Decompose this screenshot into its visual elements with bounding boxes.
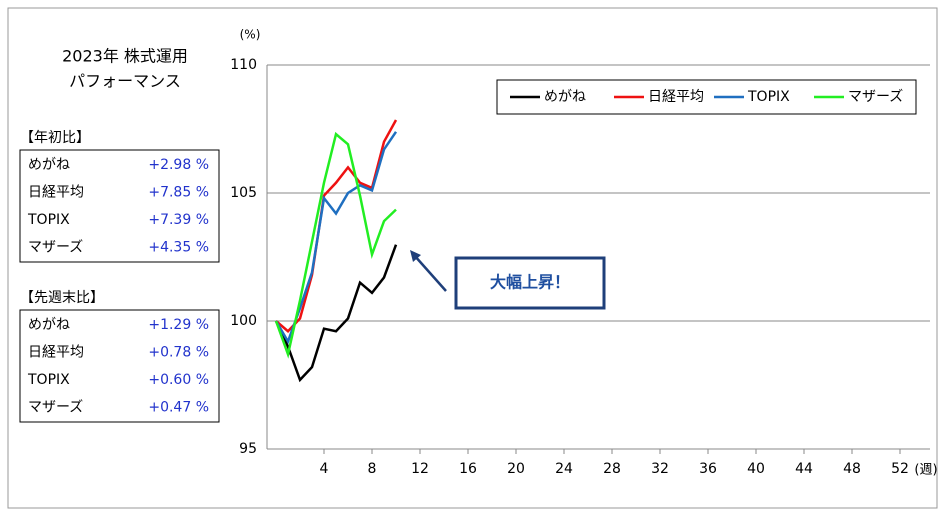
chart-title: 2023年 株式運用 [62,47,188,66]
table-value: +0.47 % [148,400,209,416]
y-tick-label: 110 [230,57,257,73]
x-tick-label: 4 [320,461,329,477]
table-box [19,149,220,263]
y-tick-label: 95 [239,441,257,457]
table-value: +0.60 % [148,372,209,388]
x-tick-label: 52 [891,461,909,477]
table-value: +7.85 % [148,185,209,201]
x-tick-label: 12 [411,461,429,477]
table-title: 【先週末比】 [20,290,104,306]
legend-label: めがね [544,89,586,105]
x-tick-label: 16 [459,461,477,477]
table-name: マザーズ [28,400,83,416]
legend-label: マザーズ [848,89,903,105]
x-tick-label: 44 [795,461,813,477]
x-axis-label: (週) [914,463,937,478]
y-tick-label: 105 [230,185,257,201]
table-name: めがね [28,317,70,333]
table-box [19,309,220,423]
y-axis-label: (%) [240,28,261,42]
x-tick-label: 36 [699,461,717,477]
x-tick-label: 48 [843,461,861,477]
table-name: 日経平均 [28,345,84,361]
arrow-head [410,250,421,262]
legend-label: TOPIX [747,89,790,105]
annotation-arrow [413,254,447,292]
series-line [274,244,398,383]
table-value: +7.39 % [148,212,209,228]
series-line [274,131,397,359]
x-tick-label: 32 [651,461,669,477]
x-tick-label: 40 [747,461,765,477]
x-tick-label: 24 [555,461,573,477]
x-tick-label: 28 [603,461,621,477]
annotation-box [454,256,606,310]
legend-box [496,79,917,115]
table-value: +2.98 % [148,157,209,173]
table-name: めがね [28,157,70,173]
annotation: 大幅上昇！ [490,273,570,292]
legend-label: 日経平均 [648,89,704,105]
table-value: +1.29 % [148,317,209,333]
table-value: +0.78 % [148,345,209,361]
table-value: +4.35 % [148,240,209,256]
chart-subtitle: パフォーマンス [69,72,181,91]
x-tick-label: 20 [507,461,525,477]
x-tick-label: 8 [368,461,377,477]
table-name: TOPIX [27,372,70,388]
table-name: 日経平均 [28,185,84,201]
y-tick-label: 100 [230,313,257,329]
table-name: マザーズ [28,240,83,256]
table-name: TOPIX [27,212,70,228]
table-title: 【年初比】 [20,129,90,146]
